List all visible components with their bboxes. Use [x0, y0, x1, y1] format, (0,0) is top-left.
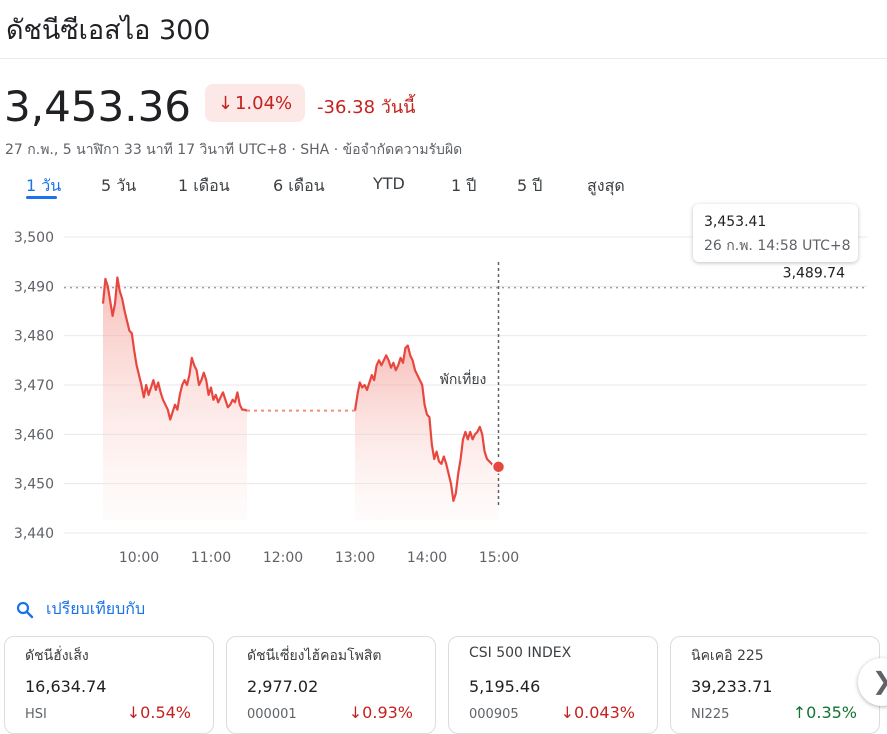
card-name: ดัชนีเซี่ยงไฮ้คอมโพสิต [247, 648, 382, 664]
hover-tooltip: 3,453.41 26 ก.พ. 14:58 UTC+8 [693, 204, 858, 262]
change-absolute: -36.38 วันนี้ [317, 97, 416, 118]
tab-5d[interactable]: 5 วัน [101, 176, 137, 195]
next-cards-button[interactable]: ❯ [858, 658, 887, 706]
card-change-value: 0.35% [806, 703, 857, 722]
arrow-up-icon: ↑ [792, 703, 807, 722]
tab-1d[interactable]: 1 วัน [26, 176, 62, 195]
x-tick-label: 14:00 [407, 550, 447, 566]
card-value: 16,634.74 [25, 677, 107, 696]
tab-6m[interactable]: 6 เดือน [273, 176, 325, 195]
y-tick-label: 3,470 [14, 378, 54, 394]
card-symbol: 000001 [247, 707, 297, 722]
arrow-down-icon: ↓ [217, 92, 233, 114]
card-name: นิคเคอิ 225 [691, 648, 764, 664]
card-change-value: 0.54% [140, 703, 191, 722]
card-name: CSI 500 INDEX [469, 645, 572, 661]
y-tick-label: 3,440 [14, 526, 54, 542]
price-chart[interactable]: 3,500 3,490 3,480 3,470 3,460 3,450 3,440 10:00… [0, 200, 887, 580]
card-value: 5,195.46 [469, 677, 541, 696]
tooltip-value: 3,453.41 [704, 214, 767, 230]
card-symbol: NI225 [691, 707, 730, 722]
card-change: ↓0.043% [561, 703, 635, 722]
card-change-value: 0.93% [362, 703, 413, 722]
lunch-break-label: พักเที่ยง [440, 370, 487, 388]
card-change: ↓0.54% [127, 703, 191, 722]
arrow-down-icon: ↓ [348, 703, 363, 722]
y-tick-label: 3,490 [14, 279, 54, 295]
compare-card-csi500[interactable]: CSI 500 INDEX 5,195.46 000905 ↓0.043% [448, 636, 658, 734]
tab-1y[interactable]: 1 ปี [451, 176, 477, 195]
x-tick-label: 11:00 [191, 550, 231, 566]
timestamp-line: 27 ก.พ., 5 นาฬิกา 33 นาที 17 วินาที UTC+… [5, 142, 463, 158]
x-tick-label: 10:00 [119, 550, 159, 566]
previous-close-label: 3,489.74 [783, 266, 845, 282]
afternoon-session-area [355, 345, 499, 521]
chevron-right-icon: ❯ [872, 667, 887, 695]
afternoon-session-line [353, 344, 500, 502]
search-icon [16, 601, 34, 618]
tab-5y[interactable]: 5 ปี [517, 176, 543, 195]
y-tick-label: 3,450 [14, 477, 54, 493]
arrow-down-icon: ↓ [126, 703, 141, 722]
compare-card-nikkei[interactable]: นิคเคอิ 225 39,233.71 NI225 ↑0.35% [670, 636, 880, 734]
compare-label: เปรียบเทียบกับ [46, 599, 146, 618]
tooltip-time: 26 ก.พ. 14:58 UTC+8 [704, 238, 851, 254]
card-name: ดัชนีฮั่งเส็ง [25, 648, 89, 664]
y-tick-label: 3,500 [14, 230, 54, 246]
y-tick-label: 3,460 [14, 427, 54, 443]
x-tick-label: 15:00 [479, 550, 519, 566]
tab-ytd[interactable]: YTD [373, 174, 405, 193]
arrow-down-icon: ↓ [560, 703, 574, 722]
card-change-value: 0.043% [573, 703, 635, 722]
card-symbol: HSI [25, 707, 47, 722]
compare-card-hsi[interactable]: ดัชนีฮั่งเส็ง 16,634.74 HSI ↓0.54% [4, 636, 214, 734]
change-percent: 1.04% [234, 92, 293, 114]
change-percent-badge: ↓ 1.04% [205, 84, 305, 122]
card-change: ↓0.93% [349, 703, 413, 722]
compare-card-sse[interactable]: ดัชนีเซี่ยงไฮ้คอมโพสิต 2,977.02 000001 ↓… [226, 636, 436, 734]
tab-max[interactable]: สูงสุด [587, 176, 625, 195]
tab-1m[interactable]: 1 เดือน [178, 176, 230, 195]
card-symbol: 000905 [469, 707, 519, 722]
active-tab-indicator [26, 196, 57, 199]
card-value: 2,977.02 [247, 677, 319, 696]
x-tick-label: 13:00 [335, 550, 375, 566]
card-value: 39,233.71 [691, 677, 773, 696]
y-tick-label: 3,480 [14, 329, 54, 345]
hover-point [491, 460, 506, 474]
card-change: ↑0.35% [793, 703, 857, 722]
current-price: 3,453.36 [4, 82, 192, 131]
compare-button[interactable]: เปรียบเทียบกับ [16, 597, 145, 622]
morning-session-area [103, 277, 247, 521]
morning-session-line [101, 276, 248, 421]
x-tick-label: 12:00 [263, 550, 303, 566]
divider [0, 58, 887, 59]
page-title: ดัชนีซีเอสไอ 300 [6, 15, 211, 46]
